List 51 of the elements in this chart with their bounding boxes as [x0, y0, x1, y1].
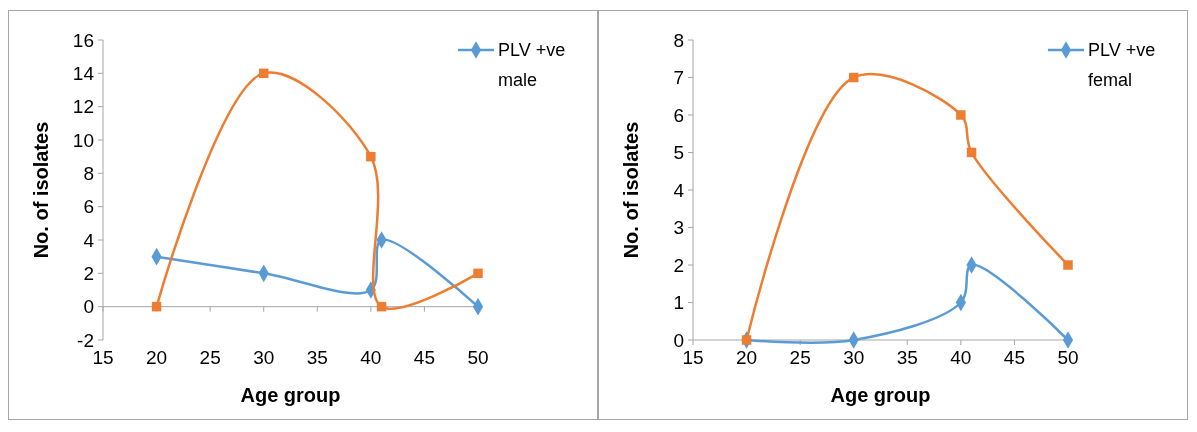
- y-tick-label: -2: [77, 329, 94, 351]
- x-tick-label: 50: [467, 347, 489, 368]
- point: [473, 268, 483, 279]
- x-tick-label: 40: [950, 347, 972, 368]
- y-tick-label: 6: [673, 104, 684, 126]
- x-tick-label: 15: [682, 347, 704, 368]
- x-tick-label: 15: [92, 347, 114, 368]
- y-tick-label: 4: [673, 179, 685, 201]
- legend-label: PLV +ve male: [498, 40, 566, 91]
- y-tick-label: 16: [72, 29, 94, 51]
- x-axis-title: Age group: [830, 384, 931, 406]
- y-tick-label: 5: [673, 142, 684, 164]
- y-tick-label: 14: [72, 62, 95, 84]
- y-tick-label: 6: [83, 196, 94, 218]
- point: [366, 151, 376, 162]
- x-tick-label: 40: [360, 347, 382, 368]
- x-tick-label: 30: [843, 347, 865, 368]
- y-tick-label: 4: [83, 229, 95, 251]
- y-tick-label: 1: [673, 292, 684, 314]
- point: [848, 72, 859, 83]
- x-tick-label: 35: [896, 347, 918, 368]
- legend-label: PLV +ve femal: [1088, 40, 1156, 91]
- x-tick-label: 20: [146, 347, 168, 368]
- point: [376, 301, 387, 312]
- y-tick-label: 0: [83, 296, 94, 318]
- point: [258, 68, 269, 79]
- x-tick-label: 20: [736, 347, 758, 368]
- point: [966, 147, 977, 158]
- x-tick-label: 45: [413, 347, 435, 368]
- y-tick-label: 2: [673, 254, 684, 276]
- x-tick-label: 50: [1057, 347, 1079, 368]
- point: [741, 335, 752, 345]
- y-axis-title: No. of isolates: [620, 121, 642, 259]
- x-tick-label: 30: [253, 347, 275, 368]
- y-tick-label: 12: [72, 96, 94, 118]
- y-tick-label: 10: [72, 129, 94, 151]
- y-axis-title: No. of isolates: [30, 121, 52, 259]
- x-axis-title: Age group: [240, 384, 341, 406]
- y-tick-label: 3: [673, 217, 684, 239]
- y-tick-label: 0: [673, 329, 684, 351]
- x-tick-label: 45: [1003, 347, 1025, 368]
- x-tick-label: 35: [306, 347, 328, 368]
- x-tick-label: 25: [199, 347, 221, 368]
- y-tick-label: 2: [83, 262, 94, 284]
- y-tick-label: 8: [673, 29, 684, 51]
- point: [1063, 260, 1073, 270]
- y-tick-label: 7: [673, 67, 684, 89]
- x-tick-label: 25: [789, 347, 811, 368]
- point: [956, 110, 966, 120]
- point: [151, 301, 162, 312]
- y-tick-label: 8: [83, 162, 94, 184]
